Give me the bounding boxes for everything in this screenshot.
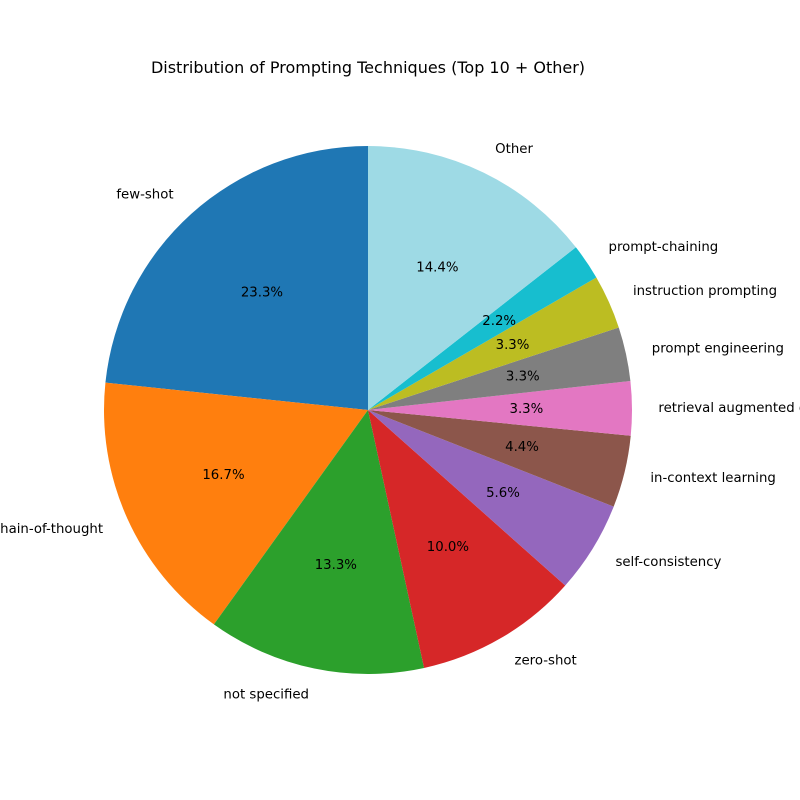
pie-slice-chain-of-thought	[104, 382, 369, 625]
pie-slice-not-specified	[213, 410, 425, 674]
pct-label-other: 14.4%	[416, 261, 458, 276]
pct-label-prompt-engineering: 3.3%	[506, 369, 540, 384]
pie-slice-zero-shot	[368, 410, 566, 668]
pct-label-self-consistency: 5.6%	[486, 486, 520, 501]
pie-slice-other	[368, 145, 576, 410]
slice-label-retrieval-augmented-generation: retrieval augmented generation	[658, 401, 800, 416]
pct-label-zero-shot: 10.0%	[427, 540, 469, 555]
percent-labels: 23.3% 16.7% 13.3% 10.0% 5.6% 4.4% 3.3% 3.3% 3.3%…	[202, 261, 543, 573]
slice-label-self-consistency: self-consistency	[615, 555, 721, 570]
slice-label-prompt-chaining: prompt-chaining	[609, 240, 719, 255]
slice-label-chain-of-thought: chain-of-thought	[0, 522, 103, 537]
slice-label-not-specified: not specified	[223, 687, 309, 702]
pct-label-chain-of-thought: 16.7%	[202, 468, 244, 483]
pie-slice-self-consistency	[368, 410, 614, 586]
pct-label-few-shot: 23.3%	[241, 285, 283, 300]
pct-label-retrieval-augmented-generation: 3.3%	[510, 402, 544, 417]
slice-label-instruction-prompting: instruction prompting	[633, 284, 777, 299]
pct-label-instruction-prompting: 3.3%	[496, 338, 530, 353]
slice-label-other: Other	[495, 142, 533, 157]
slice-label-zero-shot: zero-shot	[515, 654, 577, 669]
slice-label-few-shot: few-shot	[116, 187, 173, 202]
pie-slice-prompt-chaining	[368, 247, 597, 410]
pie-slice-retrieval-augmented-generation	[368, 380, 632, 436]
slice-labels: few-shot chain-of-thought not specified zer…	[0, 142, 800, 702]
pie-slice-instruction-prompting	[368, 277, 619, 410]
pie-slices	[104, 145, 632, 674]
pct-label-in-context-learning: 4.4%	[505, 440, 539, 455]
pct-label-not-specified: 13.3%	[315, 558, 357, 573]
slice-label-prompt-engineering: prompt engineering	[652, 341, 784, 356]
slice-label-in-context-learning: in-context learning	[650, 471, 776, 486]
pct-label-prompt-chaining: 2.2%	[482, 314, 516, 329]
pie-slice-prompt-engineering	[368, 327, 631, 410]
pie-slice-few-shot	[105, 146, 368, 410]
chart-title: Distribution of Prompting Techniques (To…	[151, 58, 585, 77]
pie-slice-in-context-learning	[368, 410, 631, 507]
